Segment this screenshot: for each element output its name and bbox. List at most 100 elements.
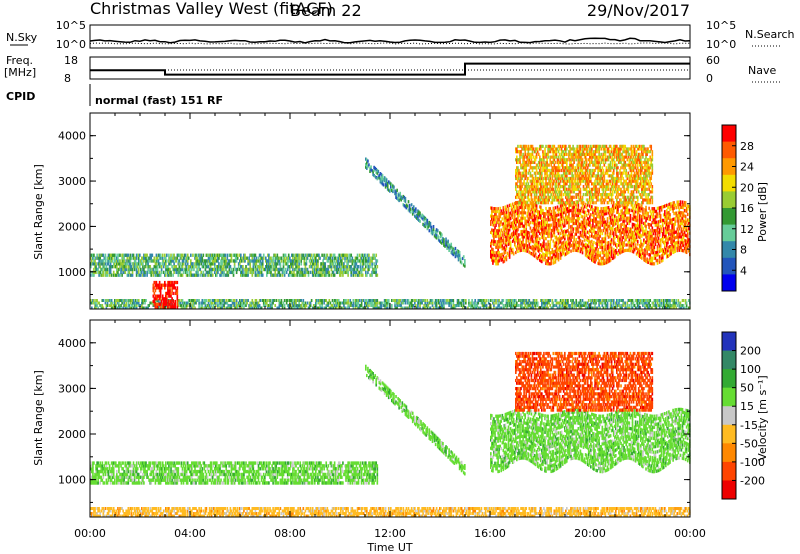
heatmap-cell bbox=[304, 270, 307, 275]
heatmap-cell bbox=[524, 243, 527, 247]
heatmap-cell bbox=[295, 256, 297, 260]
heatmap-cell bbox=[294, 299, 296, 302]
heatmap-cell bbox=[267, 259, 269, 263]
heatmap-cell bbox=[266, 259, 268, 263]
heatmap-cell bbox=[384, 185, 387, 189]
heatmap-cell bbox=[265, 265, 267, 269]
heatmap-cell bbox=[345, 265, 347, 269]
heatmap-cell bbox=[508, 250, 511, 254]
heatmap-cell bbox=[330, 253, 333, 257]
heatmap-cell bbox=[494, 220, 496, 225]
heatmap-cell bbox=[525, 230, 528, 234]
heatmap-cell bbox=[322, 259, 324, 263]
heatmap-cell bbox=[161, 262, 164, 266]
heatmap-cell bbox=[327, 273, 330, 277]
heatmap-cell bbox=[294, 256, 296, 260]
heatmap-cell bbox=[93, 253, 95, 257]
heatmap-cell bbox=[375, 267, 378, 272]
heatmap-cell bbox=[139, 273, 141, 277]
heatmap-cell bbox=[204, 267, 207, 272]
heatmap-cell bbox=[527, 236, 530, 240]
heatmap-cell bbox=[398, 301, 400, 305]
heatmap-cell bbox=[525, 241, 528, 245]
heatmap-cell bbox=[189, 267, 191, 272]
heatmap-cell bbox=[590, 304, 592, 307]
heatmap-cell bbox=[436, 299, 439, 302]
heatmap-cell bbox=[495, 245, 497, 249]
heatmap-cell bbox=[159, 291, 162, 296]
heatmap-cell bbox=[220, 259, 222, 263]
heatmap-cell bbox=[502, 254, 505, 258]
heatmap-cell bbox=[216, 267, 218, 272]
heatmap-cell bbox=[173, 302, 175, 306]
heatmap-cell bbox=[450, 242, 453, 246]
heatmap-cell bbox=[167, 267, 169, 272]
heatmap-cell bbox=[267, 306, 269, 310]
heatmap-cell bbox=[205, 265, 208, 269]
heatmap-cell bbox=[236, 256, 239, 260]
heatmap-cell bbox=[397, 192, 399, 196]
heatmap-cell bbox=[142, 262, 144, 266]
heatmap-cell bbox=[506, 224, 509, 228]
heatmap-cell bbox=[644, 306, 646, 310]
heatmap-cell bbox=[522, 216, 524, 220]
heatmap-cell bbox=[173, 262, 175, 266]
heatmap-cell bbox=[233, 306, 236, 310]
heatmap-cell bbox=[301, 273, 304, 277]
heatmap-cell bbox=[309, 253, 312, 257]
heatmap-cell bbox=[147, 256, 149, 260]
heatmap-cell bbox=[506, 301, 509, 305]
heatmap-cell bbox=[511, 250, 514, 254]
heatmap-cell bbox=[462, 263, 465, 267]
heatmap-cell bbox=[389, 189, 391, 193]
heatmap-cell bbox=[330, 259, 333, 263]
heatmap-cell bbox=[515, 217, 517, 222]
heatmap-cell bbox=[235, 256, 238, 260]
heatmap-cell bbox=[516, 206, 518, 210]
heatmap-cell bbox=[151, 253, 154, 257]
heatmap-cell bbox=[571, 306, 573, 310]
heatmap-cell bbox=[259, 262, 262, 266]
heatmap-cell bbox=[161, 283, 164, 287]
heatmap-cell bbox=[209, 256, 212, 260]
heatmap-cell bbox=[155, 299, 158, 302]
heatmap-cell bbox=[323, 256, 325, 260]
heatmap-cell bbox=[135, 253, 138, 257]
heatmap-cell bbox=[206, 270, 209, 275]
heatmap-cell bbox=[304, 253, 307, 257]
heatmap-cell bbox=[320, 301, 322, 305]
heatmap-cell bbox=[529, 306, 532, 310]
heatmap-cell bbox=[170, 299, 172, 304]
heatmap-cell bbox=[404, 299, 407, 302]
heatmap-cell bbox=[239, 301, 241, 305]
heatmap-cell bbox=[235, 253, 238, 257]
heatmap-cell bbox=[503, 230, 506, 234]
heatmap-cell bbox=[259, 299, 262, 302]
heatmap-cell bbox=[90, 270, 92, 275]
heatmap-cell bbox=[371, 273, 373, 277]
heatmap-cell bbox=[503, 216, 506, 220]
heatmap-cell bbox=[241, 259, 243, 263]
heatmap-cell bbox=[531, 236, 534, 241]
heatmap-cell bbox=[280, 267, 283, 272]
heatmap-cell bbox=[136, 265, 139, 269]
heatmap-cell bbox=[297, 270, 299, 275]
heatmap-cell bbox=[391, 299, 393, 302]
heatmap-cell bbox=[157, 253, 160, 257]
heatmap-cell bbox=[659, 301, 662, 305]
heatmap-cell bbox=[658, 299, 661, 302]
heatmap-cell bbox=[197, 262, 199, 266]
heatmap-cell bbox=[540, 205, 542, 209]
heatmap-cell bbox=[142, 267, 144, 272]
heatmap-cell bbox=[102, 265, 105, 269]
heatmap-cell bbox=[239, 299, 241, 302]
heatmap-cell bbox=[457, 304, 460, 307]
heatmap-cell bbox=[125, 253, 128, 257]
heatmap-cell bbox=[271, 259, 273, 263]
heatmap-cell bbox=[280, 301, 283, 305]
heatmap-cell bbox=[210, 273, 213, 277]
heatmap-cell bbox=[297, 253, 299, 257]
heatmap-cell bbox=[508, 203, 511, 208]
heatmap-cell bbox=[282, 265, 285, 269]
heatmap-cell bbox=[181, 273, 184, 277]
